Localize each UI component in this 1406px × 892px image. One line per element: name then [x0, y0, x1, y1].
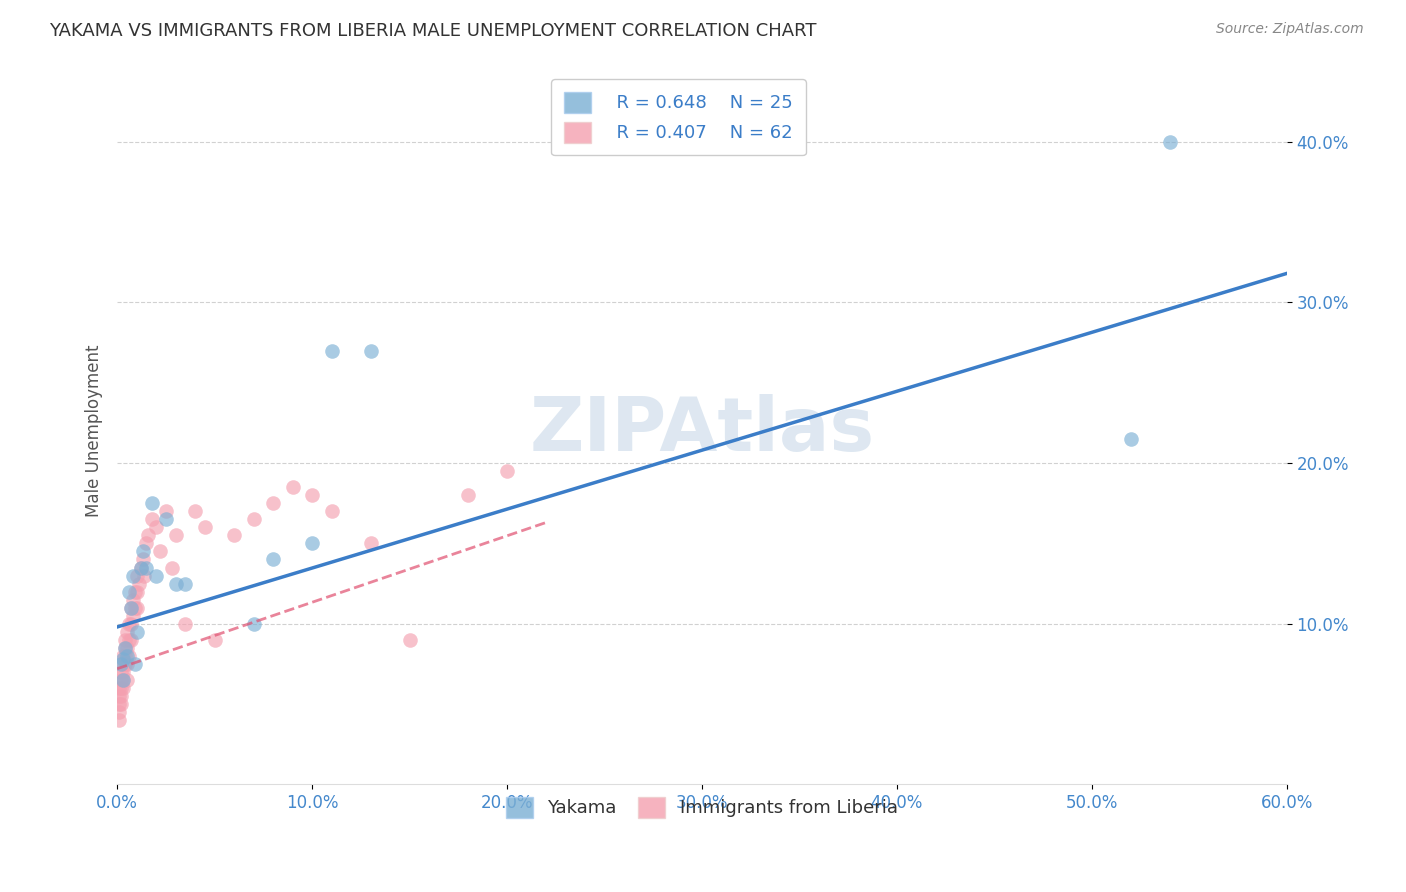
Point: [155, 504, 177, 518]
Text: YAKAMA VS IMMIGRANTS FROM LIBERIA MALE UNEMPLOYMENT CORRELATION CHART: YAKAMA VS IMMIGRANTS FROM LIBERIA MALE U…: [49, 22, 817, 40]
Point: [194, 520, 217, 534]
Point: [110, 657, 132, 671]
Point: [114, 640, 136, 655]
Point: [145, 568, 167, 582]
Text: Source: ZipAtlas.com: Source: ZipAtlas.com: [1216, 22, 1364, 37]
Point: [138, 528, 160, 542]
Point: [224, 528, 246, 542]
Point: [184, 504, 207, 518]
Point: [112, 673, 135, 687]
Point: [129, 560, 152, 574]
Point: [1159, 135, 1181, 149]
Point: [242, 616, 264, 631]
Point: [125, 600, 148, 615]
Point: [114, 657, 136, 671]
Point: [135, 536, 157, 550]
Point: [174, 576, 197, 591]
Point: [110, 697, 132, 711]
Point: [262, 552, 284, 566]
Point: [360, 536, 382, 550]
Point: [141, 512, 163, 526]
Point: [114, 640, 136, 655]
Point: [128, 576, 150, 591]
Point: [125, 568, 148, 582]
Point: [120, 600, 142, 615]
Point: [204, 632, 226, 647]
Point: [321, 343, 343, 358]
Point: [496, 464, 519, 478]
Point: [110, 665, 132, 679]
Point: [1119, 432, 1142, 446]
Point: [112, 665, 135, 679]
Point: [115, 624, 138, 639]
Point: [242, 512, 264, 526]
Point: [108, 689, 131, 703]
Point: [110, 689, 132, 703]
Point: [398, 632, 420, 647]
Point: [110, 681, 132, 695]
Point: [125, 624, 148, 639]
Point: [131, 544, 153, 558]
Point: [301, 488, 323, 502]
Point: [115, 673, 138, 687]
Point: [120, 616, 142, 631]
Point: [457, 488, 479, 502]
Point: [118, 584, 141, 599]
Point: [124, 600, 146, 615]
Y-axis label: Male Unemployment: Male Unemployment: [86, 344, 103, 517]
Point: [125, 584, 148, 599]
Point: [115, 657, 138, 671]
Point: [124, 657, 146, 671]
Point: [174, 616, 197, 631]
Point: [112, 648, 135, 663]
Point: [108, 713, 131, 727]
Legend: Yakama, Immigrants from Liberia: Yakama, Immigrants from Liberia: [499, 789, 905, 825]
Point: [112, 673, 135, 687]
Point: [281, 480, 304, 494]
Point: [131, 552, 153, 566]
Point: [114, 648, 136, 663]
Point: [160, 560, 183, 574]
Point: [321, 504, 343, 518]
Point: [115, 648, 138, 663]
Point: [262, 496, 284, 510]
Point: [121, 592, 143, 607]
Point: [115, 640, 138, 655]
Point: [110, 673, 132, 687]
Point: [360, 343, 382, 358]
Point: [155, 512, 177, 526]
Point: [108, 697, 131, 711]
Point: [129, 560, 152, 574]
Point: [145, 520, 167, 534]
Point: [118, 616, 141, 631]
Point: [114, 632, 136, 647]
Point: [118, 648, 141, 663]
Point: [301, 536, 323, 550]
Point: [108, 681, 131, 695]
Point: [141, 496, 163, 510]
Point: [165, 528, 187, 542]
Text: ZIPAtlas: ZIPAtlas: [529, 394, 875, 467]
Point: [108, 705, 131, 719]
Point: [135, 560, 157, 574]
Point: [124, 584, 146, 599]
Point: [149, 544, 172, 558]
Point: [120, 632, 142, 647]
Point: [121, 568, 143, 582]
Point: [120, 600, 142, 615]
Point: [165, 576, 187, 591]
Point: [112, 681, 135, 695]
Point: [121, 608, 143, 623]
Point: [112, 657, 135, 671]
Point: [134, 568, 156, 582]
Point: [112, 652, 135, 666]
Point: [118, 632, 141, 647]
